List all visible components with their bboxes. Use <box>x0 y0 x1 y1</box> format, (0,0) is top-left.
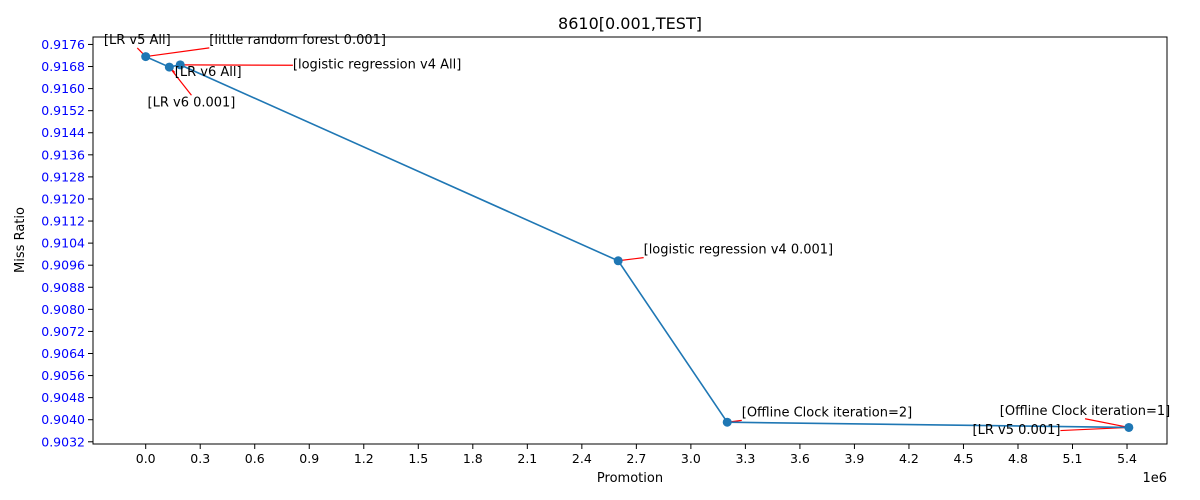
x-tick-label: 5.1 <box>1063 451 1083 466</box>
y-axis-label: Miss Ratio <box>13 207 28 273</box>
y-tick-label: 0.9160 <box>41 81 85 96</box>
annotation-label: [LR v5 0.001] <box>973 423 1061 438</box>
annotation-arrow <box>1084 418 1129 429</box>
x-tick-label: 4.5 <box>954 451 974 466</box>
x-tick-label: 3.6 <box>790 451 810 466</box>
x-axis-offset-text: 1e6 <box>1142 471 1167 486</box>
y-tick-label: 0.9056 <box>41 368 85 383</box>
data-point <box>164 62 174 72</box>
annotation-label: [Offline Clock iteration=1] <box>1000 404 1170 419</box>
chart-title: 8610[0.001,TEST] <box>558 14 702 33</box>
x-tick-label: 4.8 <box>1008 451 1028 466</box>
x-tick-label: 0.9 <box>299 451 319 466</box>
annotation-label: [logistic regression v4 All] <box>293 58 461 73</box>
y-tick-label: 0.9072 <box>41 324 85 339</box>
x-tick-label: 2.7 <box>626 451 646 466</box>
x-tick-label: 1.2 <box>354 451 374 466</box>
x-tick-label: 1.5 <box>408 451 428 466</box>
data-point <box>1124 422 1134 432</box>
x-axis: 0.0 0.3 0.6 0.9 1.2 1.5 1.8 2.1 2.4 2.7 3.0 3.3 3.6 3… <box>136 444 1137 466</box>
annotation-arrow <box>145 47 210 58</box>
y-tick-label: 0.9088 <box>41 280 85 295</box>
x-tick-label: 4.2 <box>899 451 919 466</box>
x-tick-label: 3.0 <box>681 451 701 466</box>
annotation-labels: [LR v5 All] [little random forest 0.001] [… <box>104 33 1170 438</box>
y-axis: 0.9032 0.9040 0.9048 0.9056 0.9064 0.9072 0.90… <box>41 37 93 449</box>
data-point <box>722 417 732 427</box>
x-tick-label: 0.6 <box>245 451 265 466</box>
annotation-label: [logistic regression v4 0.001] <box>644 243 834 258</box>
annotation-arrow <box>168 66 192 96</box>
y-tick-label: 0.9104 <box>41 236 85 251</box>
x-tick-label: 3.9 <box>844 451 864 466</box>
x-tick-label: 5.4 <box>1117 451 1137 466</box>
annotation-label: [LR v6 0.001] <box>148 95 236 110</box>
y-tick-label: 0.9128 <box>41 169 85 184</box>
x-tick-label: 0.0 <box>136 451 156 466</box>
y-tick-label: 0.9048 <box>41 390 85 405</box>
data-point <box>141 52 151 62</box>
y-tick-label: 0.9032 <box>41 434 85 449</box>
y-tick-label: 0.9176 <box>41 37 85 52</box>
plot-frame <box>92 36 1168 445</box>
y-tick-label: 0.9120 <box>41 191 85 206</box>
annotation-label: [Offline Clock iteration=2] <box>742 405 912 420</box>
y-tick-label: 0.9136 <box>41 147 85 162</box>
x-tick-label: 0.3 <box>190 451 210 466</box>
data-point <box>175 60 185 70</box>
x-tick-label: 1.8 <box>463 451 483 466</box>
x-tick-label: 2.4 <box>572 451 592 466</box>
y-tick-label: 0.9168 <box>41 59 85 74</box>
x-axis-label: Promotion <box>597 471 663 486</box>
annotation-label: [LR v5 All] <box>104 33 171 48</box>
y-tick-label: 0.9064 <box>41 346 85 361</box>
y-tick-label: 0.9152 <box>41 103 85 118</box>
y-tick-label: 0.9040 <box>41 412 85 427</box>
y-tick-label: 0.9080 <box>41 302 85 317</box>
data-point <box>613 256 623 266</box>
y-tick-label: 0.9112 <box>41 214 85 229</box>
annotation-label: [little random forest 0.001] <box>209 33 386 48</box>
series-markers <box>141 52 1134 432</box>
x-tick-label: 2.1 <box>517 451 537 466</box>
x-tick-label: 3.3 <box>735 451 755 466</box>
y-tick-label: 0.9096 <box>41 258 85 273</box>
y-tick-label: 0.9144 <box>41 125 85 140</box>
annotation-label: [LR v6 All] <box>175 65 242 80</box>
